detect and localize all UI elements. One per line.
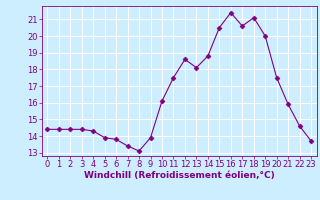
X-axis label: Windchill (Refroidissement éolien,°C): Windchill (Refroidissement éolien,°C) bbox=[84, 171, 275, 180]
